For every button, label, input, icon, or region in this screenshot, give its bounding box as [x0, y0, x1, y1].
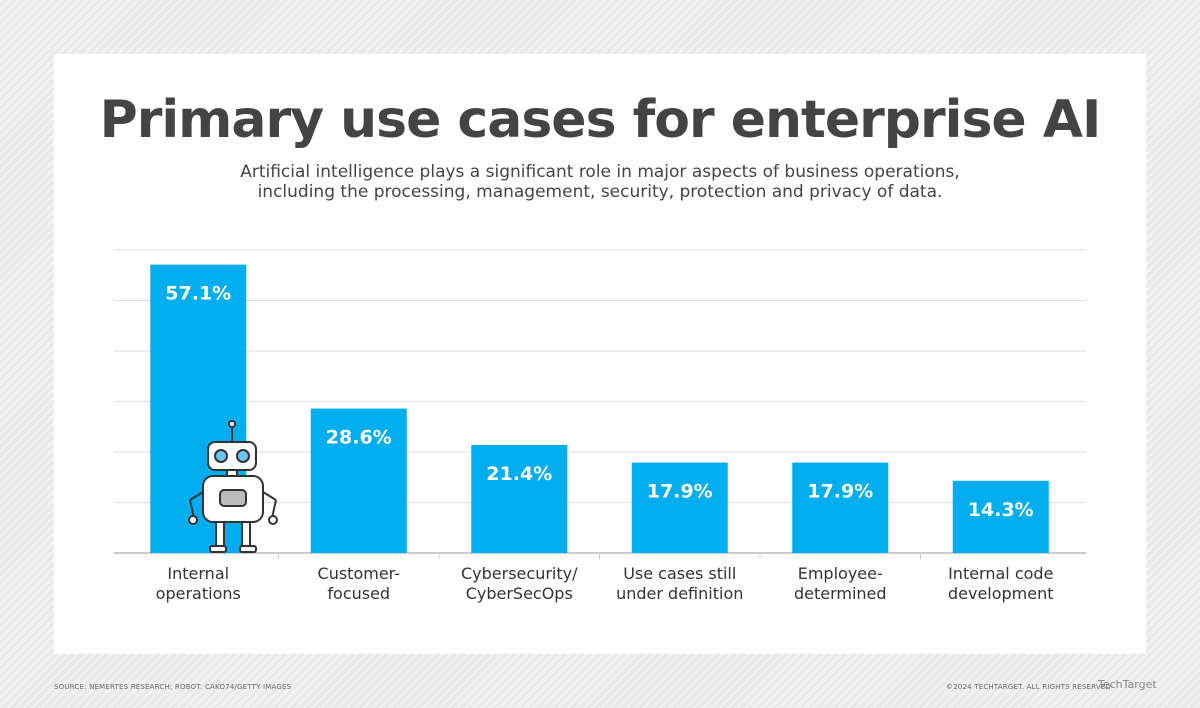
robot-illustration — [188, 420, 278, 553]
bar — [792, 462, 889, 553]
value-label: 28.6% — [326, 427, 392, 449]
value-label: 17.9% — [647, 481, 713, 503]
copyright: ©2024 TECHTARGET. ALL RIGHTS RESERVED — [946, 683, 1112, 691]
x-tick-label: Cybersecurity/ CyberSecOps — [461, 564, 578, 603]
x-tick-label: Customer- focused — [317, 564, 400, 603]
bar — [952, 480, 1049, 553]
chart-title: Primary use cases for enterprise AI — [99, 90, 1102, 150]
bar — [631, 462, 728, 553]
value-label: 21.4% — [486, 463, 552, 485]
value-label: 14.3% — [968, 499, 1034, 521]
x-tick-label: Internal code development — [947, 564, 1054, 603]
value-label: 17.9% — [807, 481, 873, 503]
x-tick-label: Internal operations — [155, 564, 241, 603]
source-note: SOURCE: NEMERTES RESEARCH; ROBOT: CAKO74… — [54, 683, 292, 691]
bar — [310, 408, 407, 553]
logo: TechTarget — [1098, 678, 1157, 691]
x-tick-label: Use cases still under definition — [616, 564, 744, 603]
x-tick-label: Employee- determined — [793, 564, 887, 603]
value-label: 57.1% — [165, 283, 231, 305]
bar — [471, 444, 568, 553]
chart-subtitle: Artificial intelligence plays a signific… — [240, 162, 960, 202]
